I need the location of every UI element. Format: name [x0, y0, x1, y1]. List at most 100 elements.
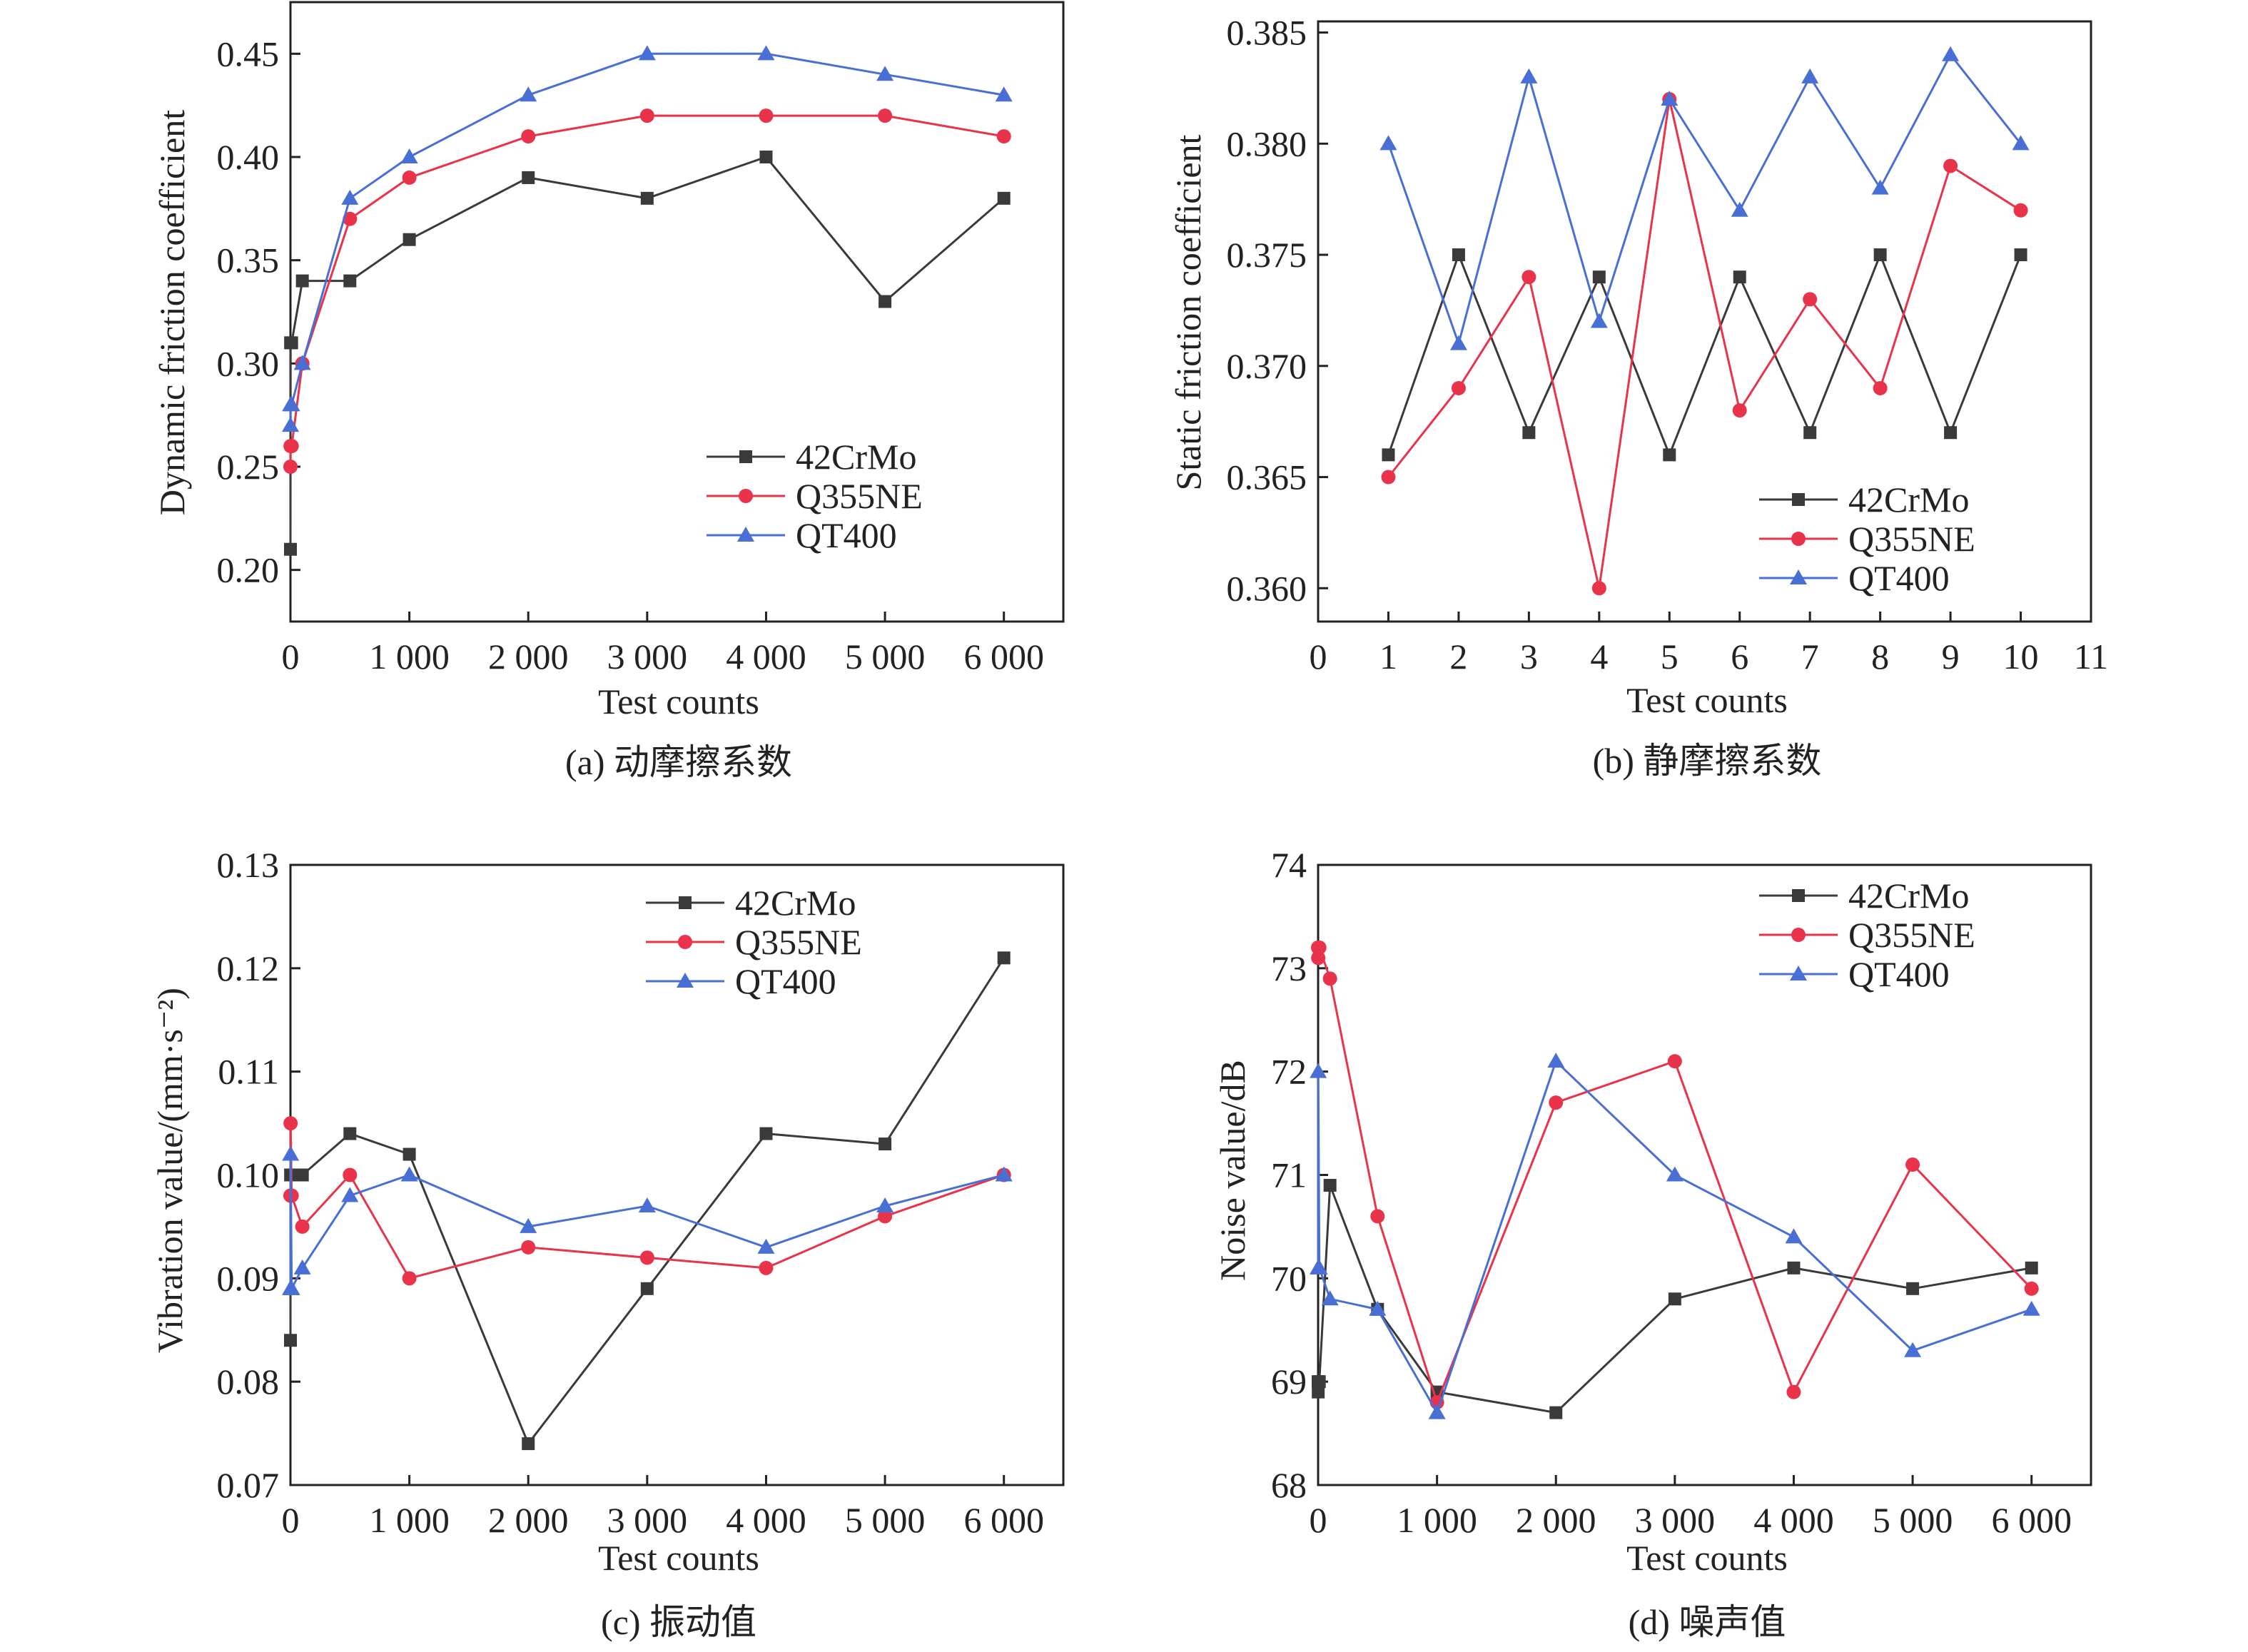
panel-a-ytick-label: 0.35	[217, 240, 280, 280]
panel-c-point-q355ne	[521, 1240, 536, 1255]
panel-d-xtick-label: 2 000	[1516, 1500, 1596, 1540]
panel-b-point-42crmo	[1592, 270, 1606, 284]
panel-d-plot: 0 1 000 2 000 3 000 4 000 5 000 6 000 68 69 70 71 7…	[1271, 845, 2092, 1540]
panel-b-point-42crmo	[1803, 426, 1817, 440]
panel-b-point-q355ne	[1451, 380, 1466, 395]
panel-d-point-q355ne	[1549, 1095, 1564, 1110]
panel-c-point-42crmo	[295, 1168, 309, 1182]
panel-b-xtick-label: 8	[1871, 637, 1889, 676]
panel-a-xtick-label: 2 000	[488, 637, 569, 676]
panel-a-legend-label-q355ne: Q355NE	[796, 476, 923, 516]
panel-b-ylabel: Static friction coefficient	[1168, 134, 1208, 490]
panel-b-xtick-label: 3	[1520, 637, 1538, 676]
panel-a-legend-label-42crmo: 42CrMo	[796, 437, 916, 477]
panel-b-xtick-label: 2	[1449, 637, 1467, 676]
panel-d-ytick-label: 69	[1271, 1362, 1307, 1402]
panel-a-point-42crmo	[640, 191, 654, 205]
panel-c-xtick-label: 1 000	[369, 1500, 450, 1540]
panel-d-point-qt400	[1904, 1342, 1922, 1357]
panel-b-frame	[1317, 20, 2092, 623]
panel-c-xtick-label: 6 000	[963, 1500, 1044, 1540]
panel-c-point-qt400	[341, 1187, 359, 1202]
panel-a-point-42crmo	[879, 295, 892, 308]
panel-b-point-qt400	[1801, 68, 1819, 83]
panel-c-point-42crmo	[759, 1127, 773, 1140]
panel-c-point-42crmo	[343, 1127, 357, 1140]
panel-a-point-q355ne	[878, 108, 893, 123]
panel-d-point-q355ne	[2024, 1281, 2039, 1296]
panel-a: 0 1 000 2 000 3 000 4 000 5 000 6 000 0.20 0.25 0…	[152, 1, 1065, 782]
panel-d: 0 1 000 2 000 3 000 4 000 5 000 6 000 68 69 70 71 7…	[1212, 845, 2092, 1642]
panel-d-xlabel: Test counts	[1626, 1538, 1788, 1578]
panel-d-point-qt400	[1547, 1053, 1565, 1068]
panel-d-ytick-label: 71	[1271, 1155, 1307, 1195]
panel-c-xtick-label: 2 000	[488, 1500, 569, 1540]
panel-b-legend-marker-q355ne	[1791, 532, 1806, 546]
panel-d-caption: (d) 噪声值	[1629, 1602, 1786, 1642]
panel-d-xtick-label: 0	[1310, 1500, 1327, 1540]
panel-a-xlabel: Test counts	[598, 681, 759, 721]
panel-c-ylabel: Vibration value/(mm·s⁻²)	[150, 988, 190, 1353]
panel-a-legend-marker-42crmo	[739, 450, 752, 463]
panel-b-point-q355ne	[1803, 292, 1818, 307]
panel-b-ytick-label: 0.365	[1227, 457, 1307, 497]
panel-d-xtick-label: 4 000	[1753, 1500, 1834, 1540]
panel-b-series-line-q355ne	[1387, 98, 2022, 589]
panel-b-point-qt400	[1942, 46, 1960, 61]
panel-b-legend-label-42crmo: 42CrMo	[1848, 480, 1969, 520]
panel-a-point-42crmo	[522, 171, 535, 184]
panel-d-legend-label-q355ne: Q355NE	[1848, 915, 1975, 955]
panel-d-point-qt400	[1666, 1166, 1684, 1182]
panel-b-caption: (b) 静摩擦系数	[1593, 741, 1822, 781]
panel-d-ytick-label: 72	[1271, 1052, 1307, 1092]
panel-a-point-42crmo	[343, 274, 357, 288]
panel-c-point-q355ne	[639, 1250, 654, 1265]
panel-c-point-q355ne	[759, 1260, 774, 1275]
panel-b-xtick-label: 0	[1310, 637, 1327, 676]
panel-a-point-q355ne	[284, 439, 299, 454]
panel-c: 0 1 000 2 000 3 000 4 000 5 000 6 000 0.07 0.08 0…	[150, 845, 1065, 1642]
panel-d-legend-marker-q355ne	[1791, 928, 1806, 942]
panel-b-point-q355ne	[2013, 203, 2028, 218]
panel-a-point-q355ne	[283, 460, 298, 474]
panel-d-legend-marker-qt400	[1790, 966, 1807, 980]
panel-d-point-42crmo	[1906, 1282, 1920, 1295]
panel-d-point-qt400	[1369, 1300, 1387, 1316]
panel-a-ytick-label: 0.30	[217, 343, 280, 383]
panel-d-point-q355ne	[1322, 971, 1337, 986]
panel-b-point-q355ne	[1522, 270, 1536, 285]
panel-a-point-q355ne	[759, 108, 774, 123]
panel-b-ytick-label: 0.360	[1227, 568, 1307, 608]
panel-c-point-qt400	[520, 1217, 537, 1233]
panel-c-legend-marker-42crmo	[679, 896, 692, 909]
panel-d-ylabel: Noise value/dB	[1212, 1060, 1252, 1281]
panel-d-legend-label-42crmo: 42CrMo	[1848, 876, 1969, 916]
panel-d-point-42crmo	[1787, 1261, 1801, 1275]
panel-c-point-qt400	[293, 1259, 311, 1275]
panel-a-point-42crmo	[759, 151, 773, 163]
panel-a-xtick-label: 1 000	[369, 637, 450, 676]
panel-a-point-q355ne	[639, 108, 654, 123]
panel-b-point-42crmo	[1733, 270, 1746, 284]
panel-d-point-qt400	[1310, 1063, 1327, 1078]
panel-c-point-42crmo	[284, 1334, 297, 1347]
panel-c-point-q355ne	[878, 1209, 893, 1224]
panel-a-point-qt400	[995, 86, 1013, 102]
panel-b-point-q355ne	[1873, 380, 1888, 395]
panel-b-plot: 0 1 2 3 4 5 6 7 8 9 10 11 0.360 0.365 0.370 0.375 0.380 0…	[1227, 13, 2109, 676]
panel-d-point-qt400	[2022, 1300, 2040, 1316]
panel-b-xtick-label: 7	[1801, 637, 1819, 676]
panel-b-xtick-label: 10	[2003, 637, 2039, 676]
panel-d-legend-marker-42crmo	[1792, 889, 1805, 902]
panel-c-legend-label-42crmo: 42CrMo	[735, 883, 856, 923]
panel-b-point-42crmo	[1663, 448, 1676, 462]
panel-c-point-42crmo	[640, 1282, 654, 1295]
panel-a-point-qt400	[293, 355, 311, 370]
panel-a-xtick-label: 0	[282, 637, 300, 676]
panel-a-point-42crmo	[402, 233, 416, 246]
panel-c-point-qt400	[400, 1166, 418, 1182]
panel-c-point-q355ne	[402, 1271, 417, 1286]
panel-d-xtick-label: 5 000	[1873, 1500, 1953, 1540]
panel-a-point-qt400	[400, 148, 418, 163]
panel-c-xtick-label: 4 000	[726, 1500, 806, 1540]
